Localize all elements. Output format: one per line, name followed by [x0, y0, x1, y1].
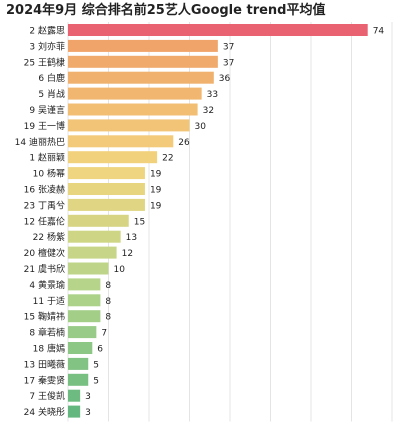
category-label: 23 丁禹兮 [24, 199, 65, 211]
category-label: 20 檀健次 [24, 247, 65, 259]
bar [68, 119, 190, 132]
value-label: 3 [85, 392, 91, 402]
category-labels: 2 赵露思 3 刘亦菲 25 王鹤棣 6 白鹿 5 肖战 9 吴谨言 19 王一博 14 迪丽… [15, 25, 65, 419]
category-label: 13 田曦薇 [24, 358, 65, 370]
chart-title: 2024年9月 综合排名前25艺人Google trend平均值 [6, 2, 325, 18]
bar [68, 326, 97, 339]
category-label: 17 秦雯贤 [24, 374, 65, 386]
value-label: 7 [101, 329, 107, 339]
bar [68, 87, 202, 100]
bar [68, 342, 93, 354]
category-label: 11 于适 [33, 296, 65, 307]
value-label: 37 [223, 58, 234, 68]
value-label: 8 [105, 313, 111, 323]
category-label: 1 赵丽颖 [29, 152, 65, 164]
bar [68, 230, 121, 243]
category-label: 2 赵露思 [29, 25, 65, 37]
bar [68, 103, 198, 116]
category-label: 4 黄景瑜 [29, 279, 65, 291]
value-labels: 7437373633323026221919191513121088876553… [85, 27, 384, 419]
value-label: 10 [114, 265, 126, 275]
value-label: 33 [207, 90, 218, 100]
bar [68, 357, 89, 370]
value-label: 13 [126, 233, 137, 243]
bar [68, 262, 109, 275]
value-label: 19 [150, 201, 162, 211]
value-label: 19 [150, 186, 162, 196]
category-label: 21 虞书欣 [24, 263, 65, 275]
value-label: 26 [178, 138, 190, 148]
bar [68, 183, 145, 195]
category-label: 25 王鹤棣 [24, 56, 65, 68]
bar [68, 214, 129, 227]
bar [68, 405, 81, 418]
category-label: 10 杨幂 [33, 168, 65, 180]
bar [68, 389, 81, 402]
category-label: 19 王一博 [24, 120, 65, 132]
value-label: 3 [85, 408, 91, 418]
value-label: 5 [93, 360, 99, 370]
bar [68, 135, 174, 148]
value-label: 8 [105, 297, 111, 307]
value-label: 19 [150, 170, 162, 180]
category-label: 12 任嘉伦 [24, 215, 65, 227]
value-label: 15 [134, 217, 145, 227]
bar [68, 294, 101, 307]
category-label: 3 刘亦菲 [29, 40, 65, 52]
category-label: 22 杨紫 [33, 231, 65, 243]
value-label: 32 [203, 106, 214, 116]
bar [68, 151, 158, 164]
category-label: 5 肖战 [38, 88, 65, 100]
bar [68, 373, 89, 386]
category-label: 16 张凌赫 [24, 184, 65, 196]
value-label: 6 [97, 345, 103, 355]
category-label: 8 章若楠 [29, 327, 65, 339]
value-label: 12 [122, 249, 133, 259]
category-label: 6 白鹿 [38, 72, 65, 84]
value-label: 36 [219, 74, 231, 84]
category-label: 18 唐嫣 [33, 343, 65, 355]
category-label: 24 关晓彤 [24, 406, 65, 418]
bar [68, 167, 145, 180]
category-label: 7 王俊凯 [29, 390, 65, 402]
value-label: 5 [93, 376, 99, 386]
value-label: 74 [373, 27, 385, 37]
bar [68, 24, 368, 36]
category-label: 15 鞠婧祎 [24, 311, 65, 323]
category-label: 9 吴谨言 [29, 104, 65, 116]
bars [68, 24, 368, 418]
bar [68, 310, 101, 323]
bar [68, 278, 101, 291]
bar [68, 246, 117, 259]
bar [68, 198, 145, 211]
value-label: 22 [162, 154, 173, 164]
bar [68, 39, 218, 52]
category-label: 14 迪丽热巴 [15, 136, 65, 148]
bar [68, 55, 218, 68]
value-label: 30 [195, 122, 207, 132]
value-label: 8 [105, 281, 111, 291]
value-label: 37 [223, 42, 234, 52]
bar [68, 71, 214, 84]
